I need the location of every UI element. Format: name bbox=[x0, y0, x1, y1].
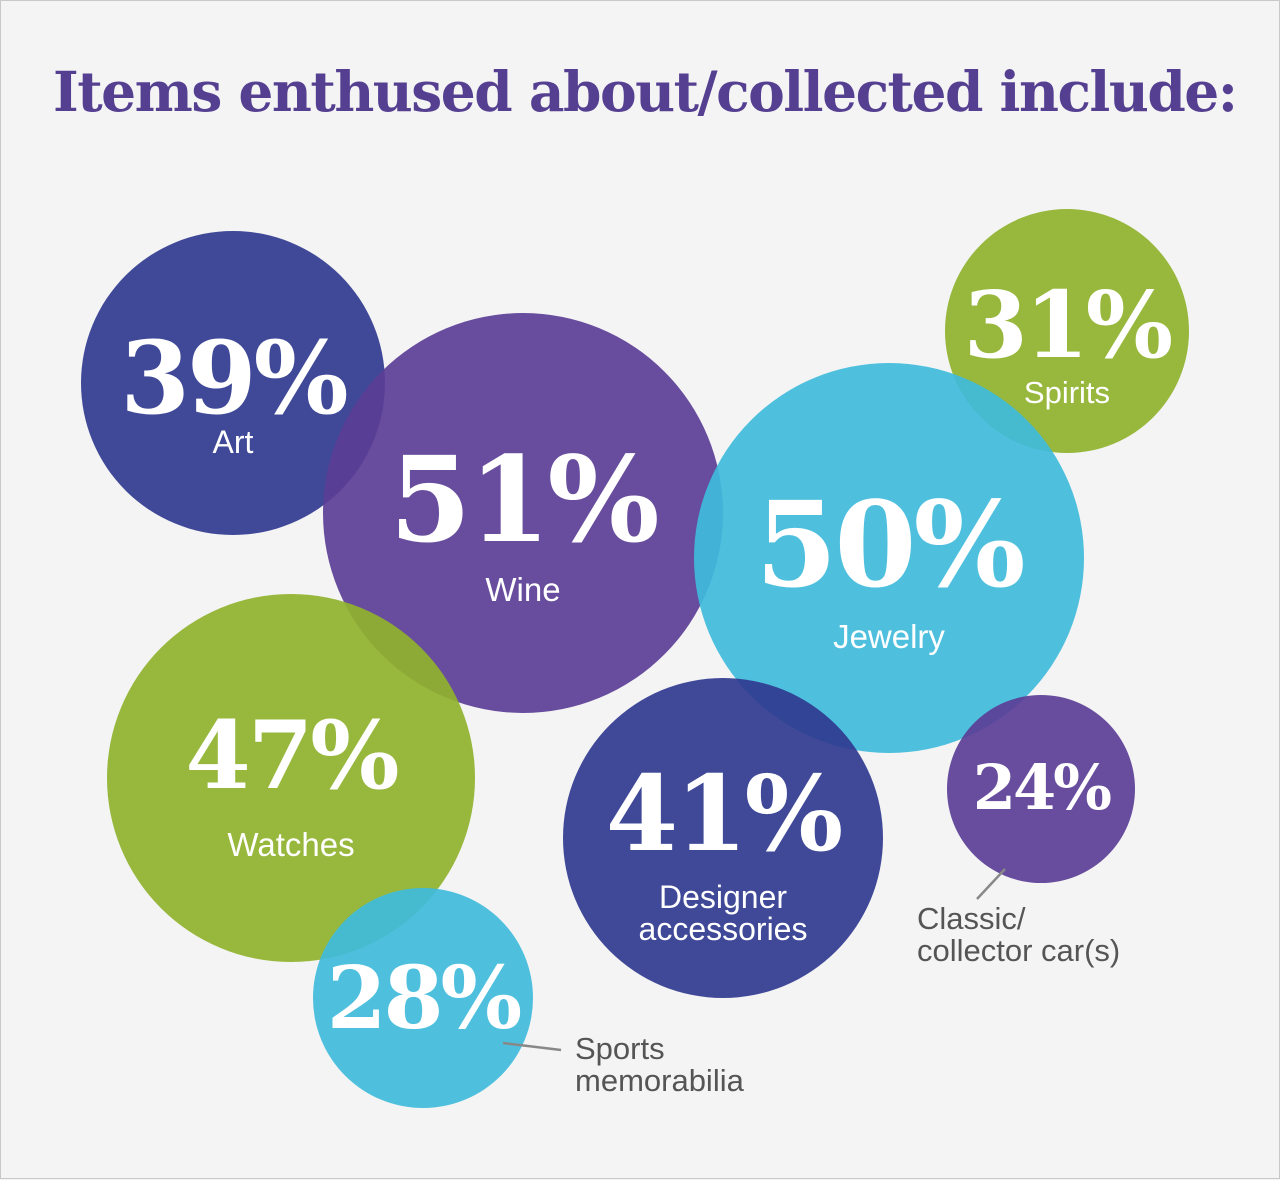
bubble-spirits bbox=[945, 209, 1189, 453]
category-label-spirits: Spirits bbox=[1024, 375, 1110, 410]
category-label-wine: Wine bbox=[485, 571, 560, 608]
value-label-watches: 47% bbox=[185, 701, 398, 811]
bubble-sports-memorabilia bbox=[313, 888, 533, 1108]
category-label-classic-collector-car-s: Classic/collector car(s) bbox=[917, 901, 1120, 968]
category-label-watches: Watches bbox=[227, 826, 354, 863]
leader-line-classic-collector-car-s bbox=[976, 868, 1006, 900]
bubble-wine bbox=[323, 313, 723, 713]
bubble-art bbox=[81, 231, 385, 535]
value-label-designer-accessories: 41% bbox=[606, 752, 842, 875]
value-label-wine: 51% bbox=[389, 430, 657, 569]
value-label-spirits: 31% bbox=[964, 271, 1172, 379]
leader-line-sports-memorabilia bbox=[502, 1041, 562, 1052]
category-label-sports-memorabilia: Sports memorabilia bbox=[575, 1031, 745, 1098]
bubble-watches bbox=[107, 594, 475, 962]
bubble-jewelry bbox=[694, 363, 1084, 753]
bubble-classic-collector-car-s bbox=[947, 695, 1135, 883]
chart-title: Items enthused about/collected include: bbox=[53, 59, 1238, 124]
category-label-designer-accessories: Designer accessories bbox=[639, 879, 808, 947]
category-label-jewelry: Jewelry bbox=[833, 618, 945, 655]
value-label-jewelry: 50% bbox=[755, 475, 1023, 614]
bubble-designer-accessories bbox=[563, 678, 883, 998]
value-label-sports-memorabilia: 28% bbox=[327, 948, 521, 1049]
value-label-classic-collector-car-s: 24% bbox=[973, 751, 1111, 824]
category-label-art: Art bbox=[213, 424, 254, 460]
value-label-art: 39% bbox=[120, 319, 346, 437]
